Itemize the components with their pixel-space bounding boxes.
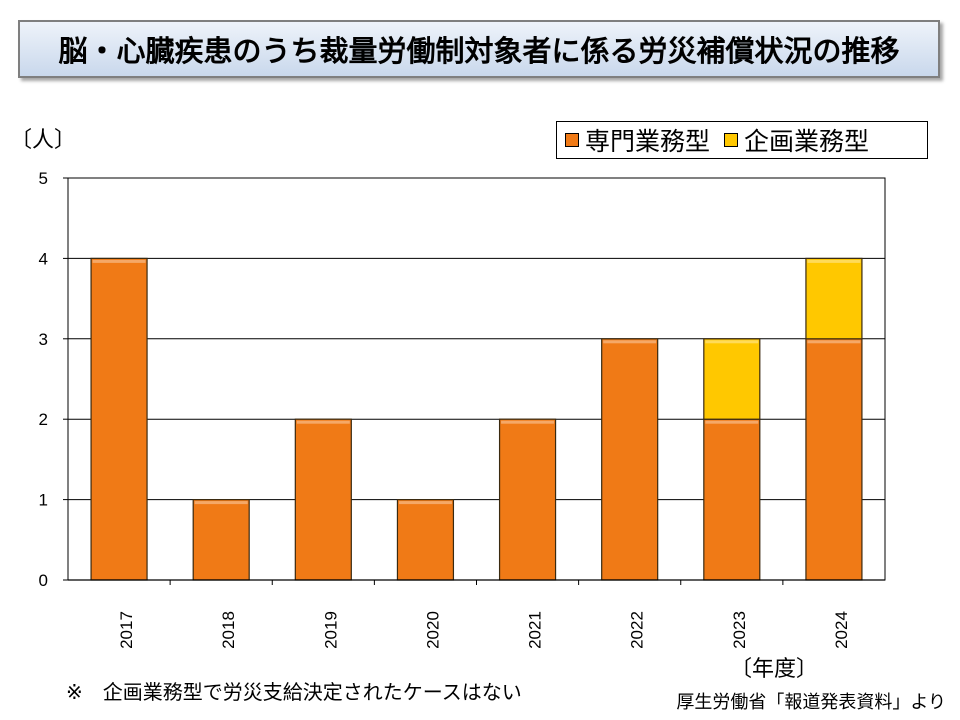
bar-1-2018 — [192, 499, 250, 581]
x-tick-label-2024: 2024 — [832, 611, 851, 649]
bar-highlight — [501, 420, 555, 424]
legend-swatch-series-2 — [724, 133, 739, 147]
legend-label-series-2: 企画業務型 — [744, 127, 870, 156]
y-tick-label: 4 — [39, 249, 48, 268]
bar-highlight — [705, 340, 759, 344]
chart-title: 脳・心臓疾患のうち裁量労働制対象者に係る労災補償状況の推移 — [58, 34, 900, 68]
footnote: ※ 企画業務型で労災支給決定されたケースはない — [66, 680, 522, 704]
legend-item-series-1: 専門業務型 — [565, 122, 710, 158]
bar-highlight — [807, 340, 861, 344]
x-tick-label-2019: 2019 — [321, 611, 340, 649]
y-tick-label: 1 — [39, 491, 48, 510]
x-tick-label-2017: 2017 — [117, 611, 136, 649]
x-tick-label-2021: 2021 — [526, 611, 545, 649]
bar-2-2024 — [805, 257, 863, 340]
plot-area — [68, 178, 885, 580]
bar-1-2021 — [498, 418, 557, 581]
y-tick-label: 2 — [39, 410, 48, 429]
bar-highlight — [807, 259, 861, 263]
x-axis-unit-label: 〔年度〕 — [730, 657, 819, 682]
bar-1-2019 — [294, 418, 352, 581]
bar-highlight — [194, 501, 248, 505]
bar-2-2023 — [703, 338, 761, 420]
bar-highlight — [705, 420, 759, 424]
y-tick-label: 5 — [39, 169, 48, 188]
bar-highlight — [398, 501, 452, 505]
bar-highlight — [296, 420, 350, 424]
legend-item-series-2: 企画業務型 — [724, 122, 869, 158]
bar-1-2022 — [601, 338, 659, 581]
bar-1-2020 — [396, 499, 455, 581]
bar-1-2024 — [805, 338, 863, 581]
x-tick-label-2020: 2020 — [423, 611, 442, 649]
bar-highlight — [92, 259, 146, 263]
y-tick-label: 3 — [39, 330, 48, 349]
legend-label-series-1: 専門業務型 — [585, 127, 711, 156]
x-tick-label-2018: 2018 — [219, 611, 238, 649]
bar-1-2017 — [90, 257, 148, 581]
bar-highlight — [603, 340, 657, 344]
legend-swatch-series-1 — [565, 133, 579, 147]
x-tick-label-2023: 2023 — [730, 611, 749, 649]
title-box: 脳・心臓疾患のうち裁量労働制対象者に係る労災補償状況の推移 — [18, 20, 940, 78]
source-credit: 厚生労働省「報道発表資料」より — [676, 692, 946, 713]
y-axis-unit-label: 〔人〕 — [10, 128, 77, 153]
y-tick-label: 0 — [39, 571, 48, 590]
x-tick-label-2022: 2022 — [628, 611, 647, 649]
legend: 専門業務型 企画業務型 — [556, 121, 928, 159]
bar-1-2023 — [703, 418, 761, 581]
